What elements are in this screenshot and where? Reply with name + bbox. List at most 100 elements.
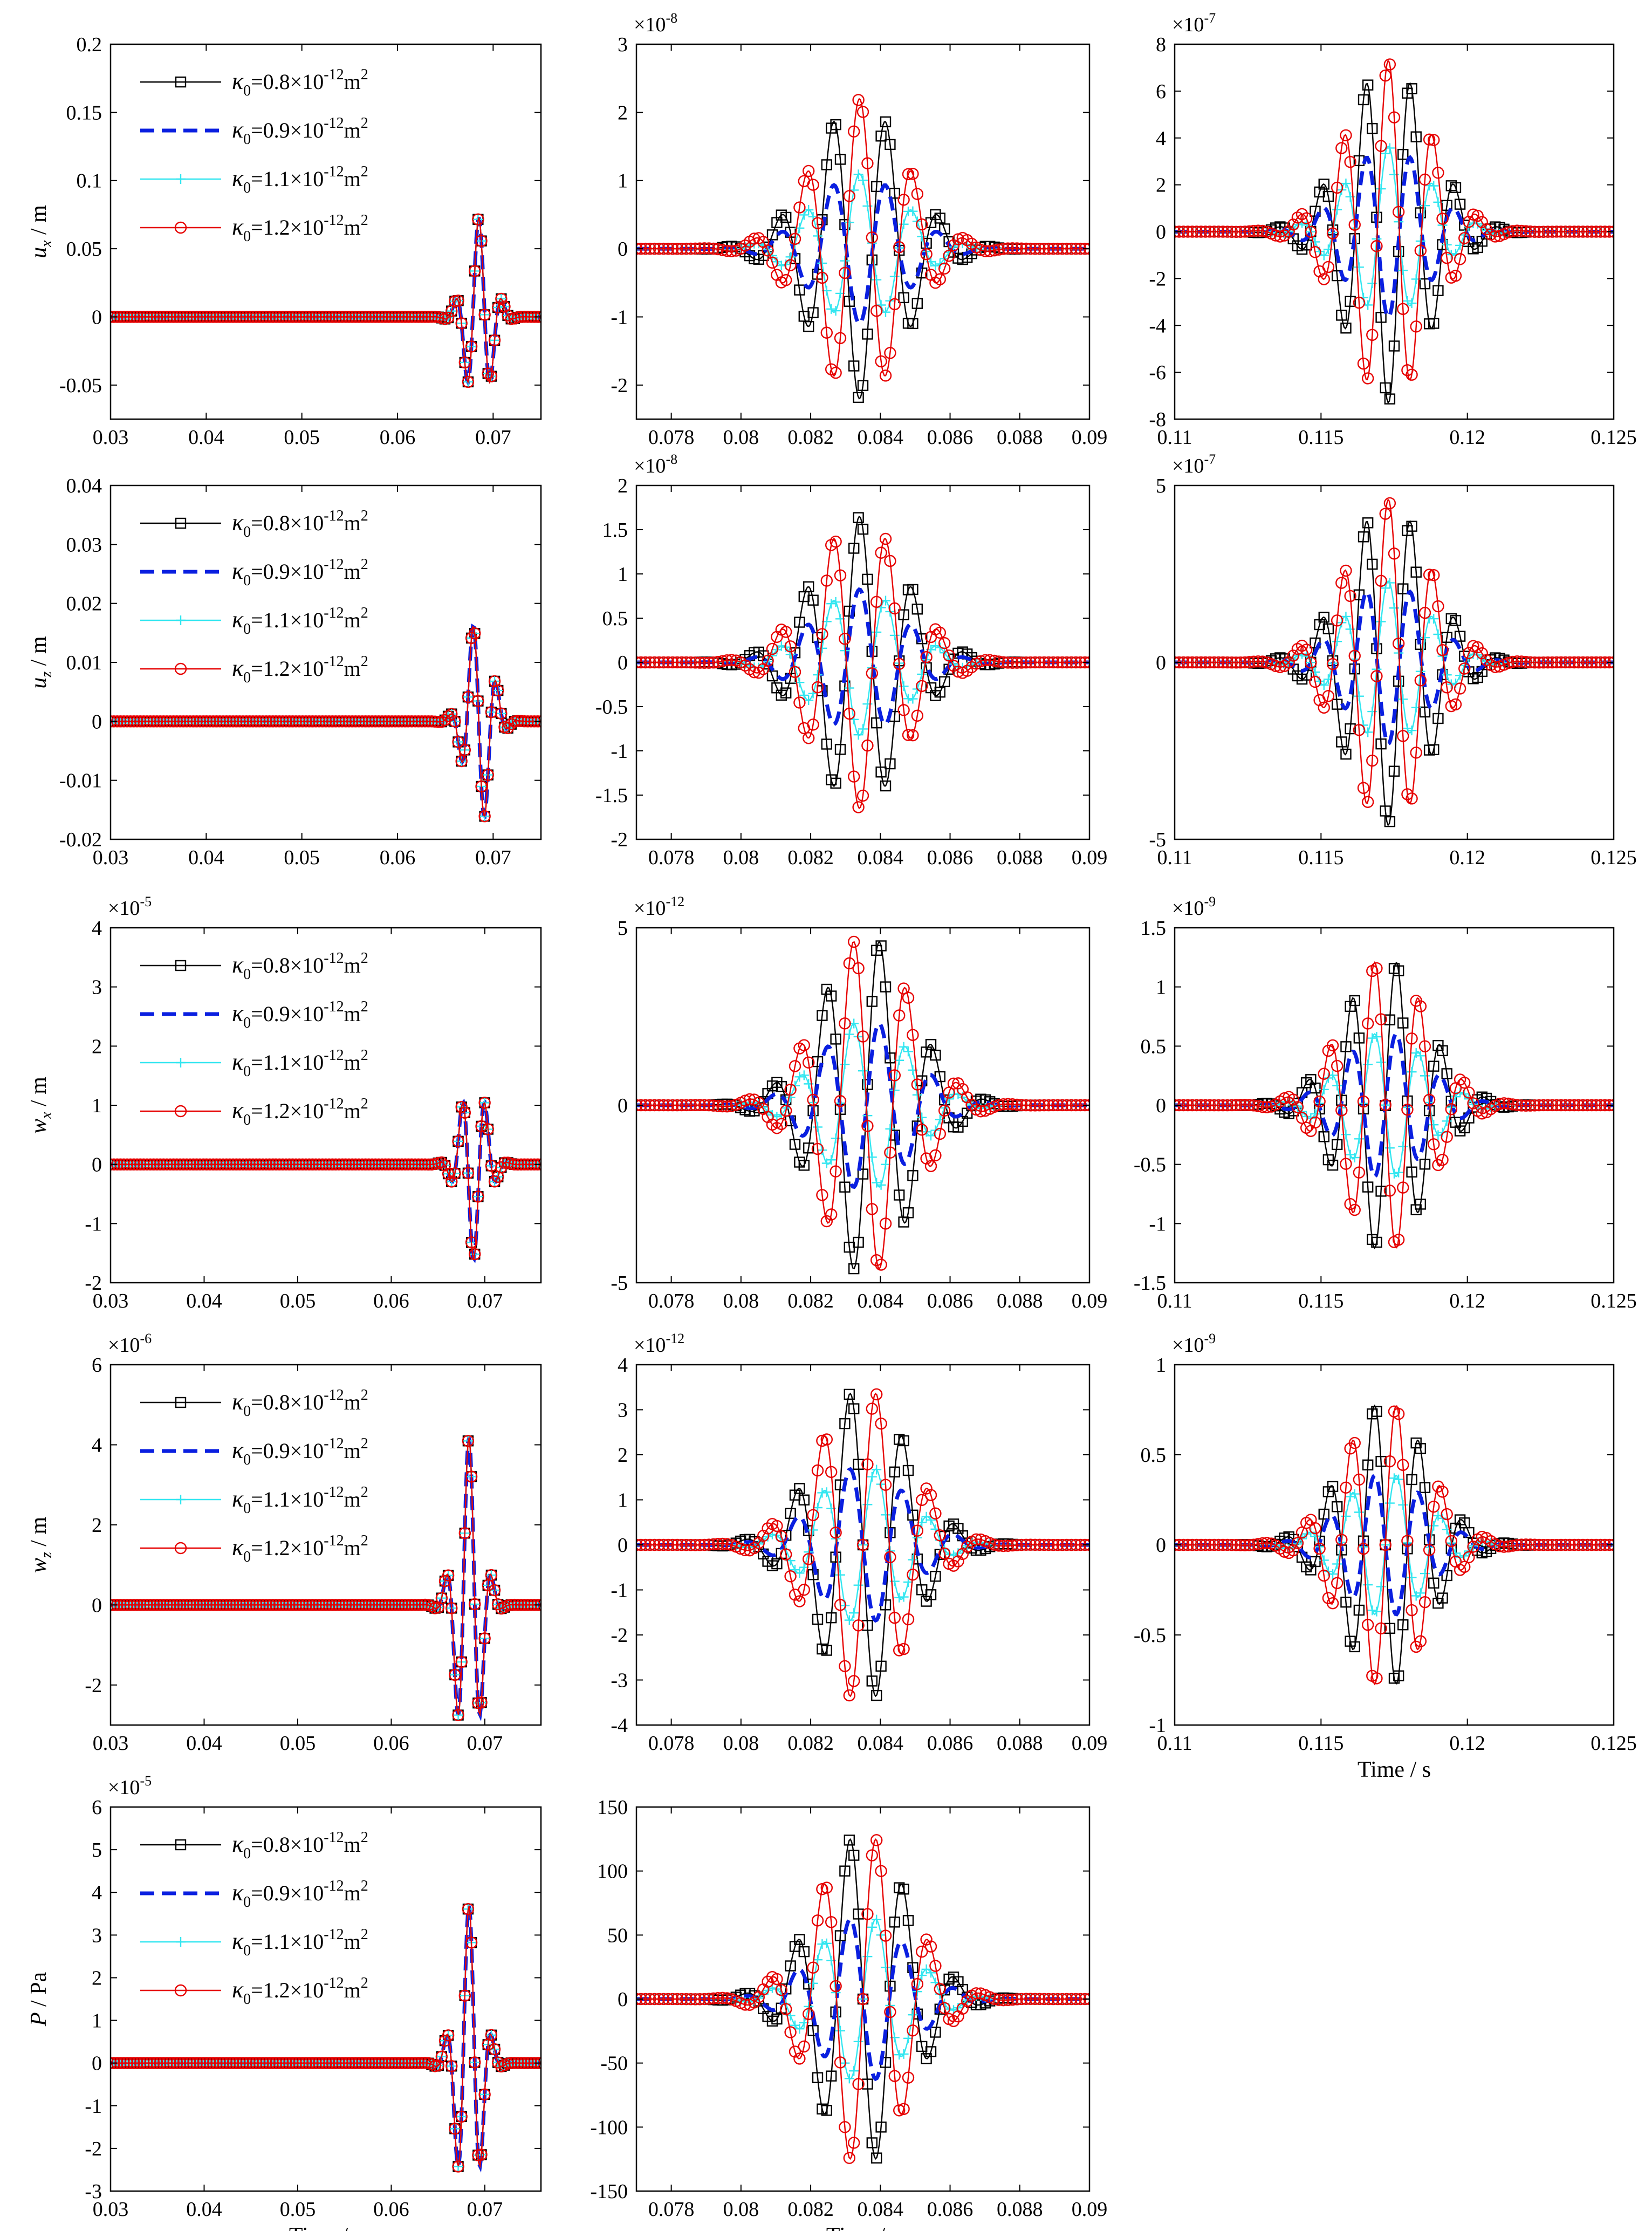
legend-marker-0	[175, 1397, 187, 1408]
series-marker-3	[929, 1149, 942, 1162]
series-marker-3	[721, 654, 734, 667]
series-marker-3	[138, 715, 150, 728]
series-marker-3	[1318, 273, 1330, 285]
series-marker-3	[1322, 261, 1335, 273]
series-marker-3	[1418, 1040, 1431, 1052]
series-marker-3	[243, 311, 256, 323]
series-marker-3	[716, 244, 729, 256]
series-marker-3	[1375, 1622, 1387, 1635]
x-tick-label: 0.11	[1157, 846, 1192, 869]
series-marker-3	[1270, 660, 1282, 672]
series-marker-3	[657, 1538, 670, 1551]
series-marker-3	[518, 2057, 531, 2069]
series-layer	[636, 1834, 1089, 2164]
series-marker-3	[299, 1599, 312, 1611]
series-marker-3	[286, 2057, 299, 2069]
series-marker-0	[848, 543, 860, 554]
series-marker-3	[1313, 1095, 1326, 1108]
series-marker-3	[369, 311, 382, 323]
series-marker-3	[167, 1158, 180, 1171]
x-tick-label: 0.125	[1591, 1290, 1637, 1312]
x-tick-label: 0.07	[475, 846, 511, 869]
series-marker-3	[164, 1599, 176, 1611]
series-marker-3	[1291, 1537, 1304, 1549]
series-marker-3	[830, 535, 842, 548]
series-marker-3	[399, 2057, 412, 2069]
series-marker-3	[970, 1533, 983, 1546]
series-marker-0	[1384, 1014, 1396, 1025]
series-marker-3	[1471, 641, 1484, 654]
series-marker-3	[1476, 216, 1489, 228]
series-marker-3	[662, 1099, 675, 1112]
legend-label-2: κ0=1.1×10-12m2	[232, 1484, 368, 1517]
series-marker-3	[716, 1100, 729, 1113]
chart-r3c2: 0.078 0.08 0.082 0.084 0.086 0.088 0.09-505×10…	[611, 894, 1107, 1312]
series-marker-3	[250, 2057, 263, 2069]
series-marker-2	[858, 1066, 868, 1076]
series-marker-3	[170, 311, 183, 323]
series-marker-0	[857, 380, 869, 391]
series-marker-3	[246, 1158, 259, 1171]
series-marker-3	[426, 715, 438, 728]
series-marker-3	[200, 715, 213, 728]
series-marker-3	[240, 2057, 252, 2069]
series-marker-0	[911, 604, 923, 615]
series-marker-3	[1555, 1099, 1567, 1112]
series-marker-3	[1252, 1538, 1264, 1550]
series-marker-3	[1603, 225, 1614, 238]
series-marker-3	[1047, 242, 1060, 255]
series-marker-3	[1383, 1455, 1396, 1468]
y-tick-label: 3	[92, 1924, 102, 1947]
series-marker-2	[1297, 1534, 1307, 1544]
series-marker-3	[979, 654, 992, 666]
series-marker-0	[1362, 517, 1374, 529]
series-marker-3	[419, 1158, 431, 1171]
series-marker-0	[1384, 816, 1396, 827]
series-marker-3	[861, 157, 874, 169]
series-marker-3	[675, 656, 688, 669]
series-marker-3	[888, 298, 901, 311]
series-marker-3	[725, 654, 738, 666]
series-marker-3	[511, 1599, 524, 1611]
series-marker-3	[1221, 225, 1233, 238]
series-marker-3	[478, 2088, 491, 2101]
legend-marker-3	[174, 662, 187, 675]
chart-r1c2: 0.078 0.08 0.082 0.084 0.086 0.088 0.09-2-1012…	[611, 10, 1107, 449]
series-marker-3	[1533, 1099, 1545, 1112]
series-marker-3	[207, 2057, 220, 2069]
series-marker-3	[911, 709, 924, 722]
series-marker-3	[253, 2057, 266, 2069]
series-marker-3	[134, 1599, 147, 1611]
y-tick-label: 0	[1156, 1094, 1166, 1117]
series-marker-3	[220, 1599, 233, 1611]
series-marker-3	[197, 1599, 210, 1611]
series-marker-3	[144, 715, 156, 728]
series-marker-3	[452, 295, 464, 307]
series-marker-3	[802, 165, 815, 177]
series-marker-0	[807, 1569, 819, 1580]
series-marker-0	[807, 594, 819, 606]
series-marker-2	[876, 1180, 886, 1190]
series-marker-3	[1190, 225, 1203, 238]
series-marker-3	[1458, 662, 1471, 675]
series-marker-0	[1441, 1570, 1452, 1582]
series-marker-3	[1445, 1103, 1458, 1116]
y-tick-label: 6	[92, 1796, 102, 1819]
series-marker-0	[853, 1459, 864, 1470]
series-marker-3	[111, 2057, 120, 2069]
series-marker-0	[870, 1689, 882, 1701]
series-marker-3	[1283, 225, 1295, 238]
y-tick-label: 0	[1156, 1534, 1166, 1557]
series-marker-3	[237, 1599, 249, 1611]
y-tick-label: 1	[618, 1489, 628, 1512]
series-marker-3	[1043, 656, 1055, 669]
series-marker-3	[1195, 1099, 1208, 1112]
series-marker-3	[386, 2057, 398, 2069]
series-marker-3	[492, 301, 504, 314]
x-tick-label: 0.086	[927, 846, 974, 869]
series-marker-3	[807, 1093, 819, 1106]
legend-marker-0	[175, 1839, 187, 1851]
series-marker-3	[1326, 1039, 1339, 1052]
y-tick-label: -6	[1149, 361, 1166, 384]
